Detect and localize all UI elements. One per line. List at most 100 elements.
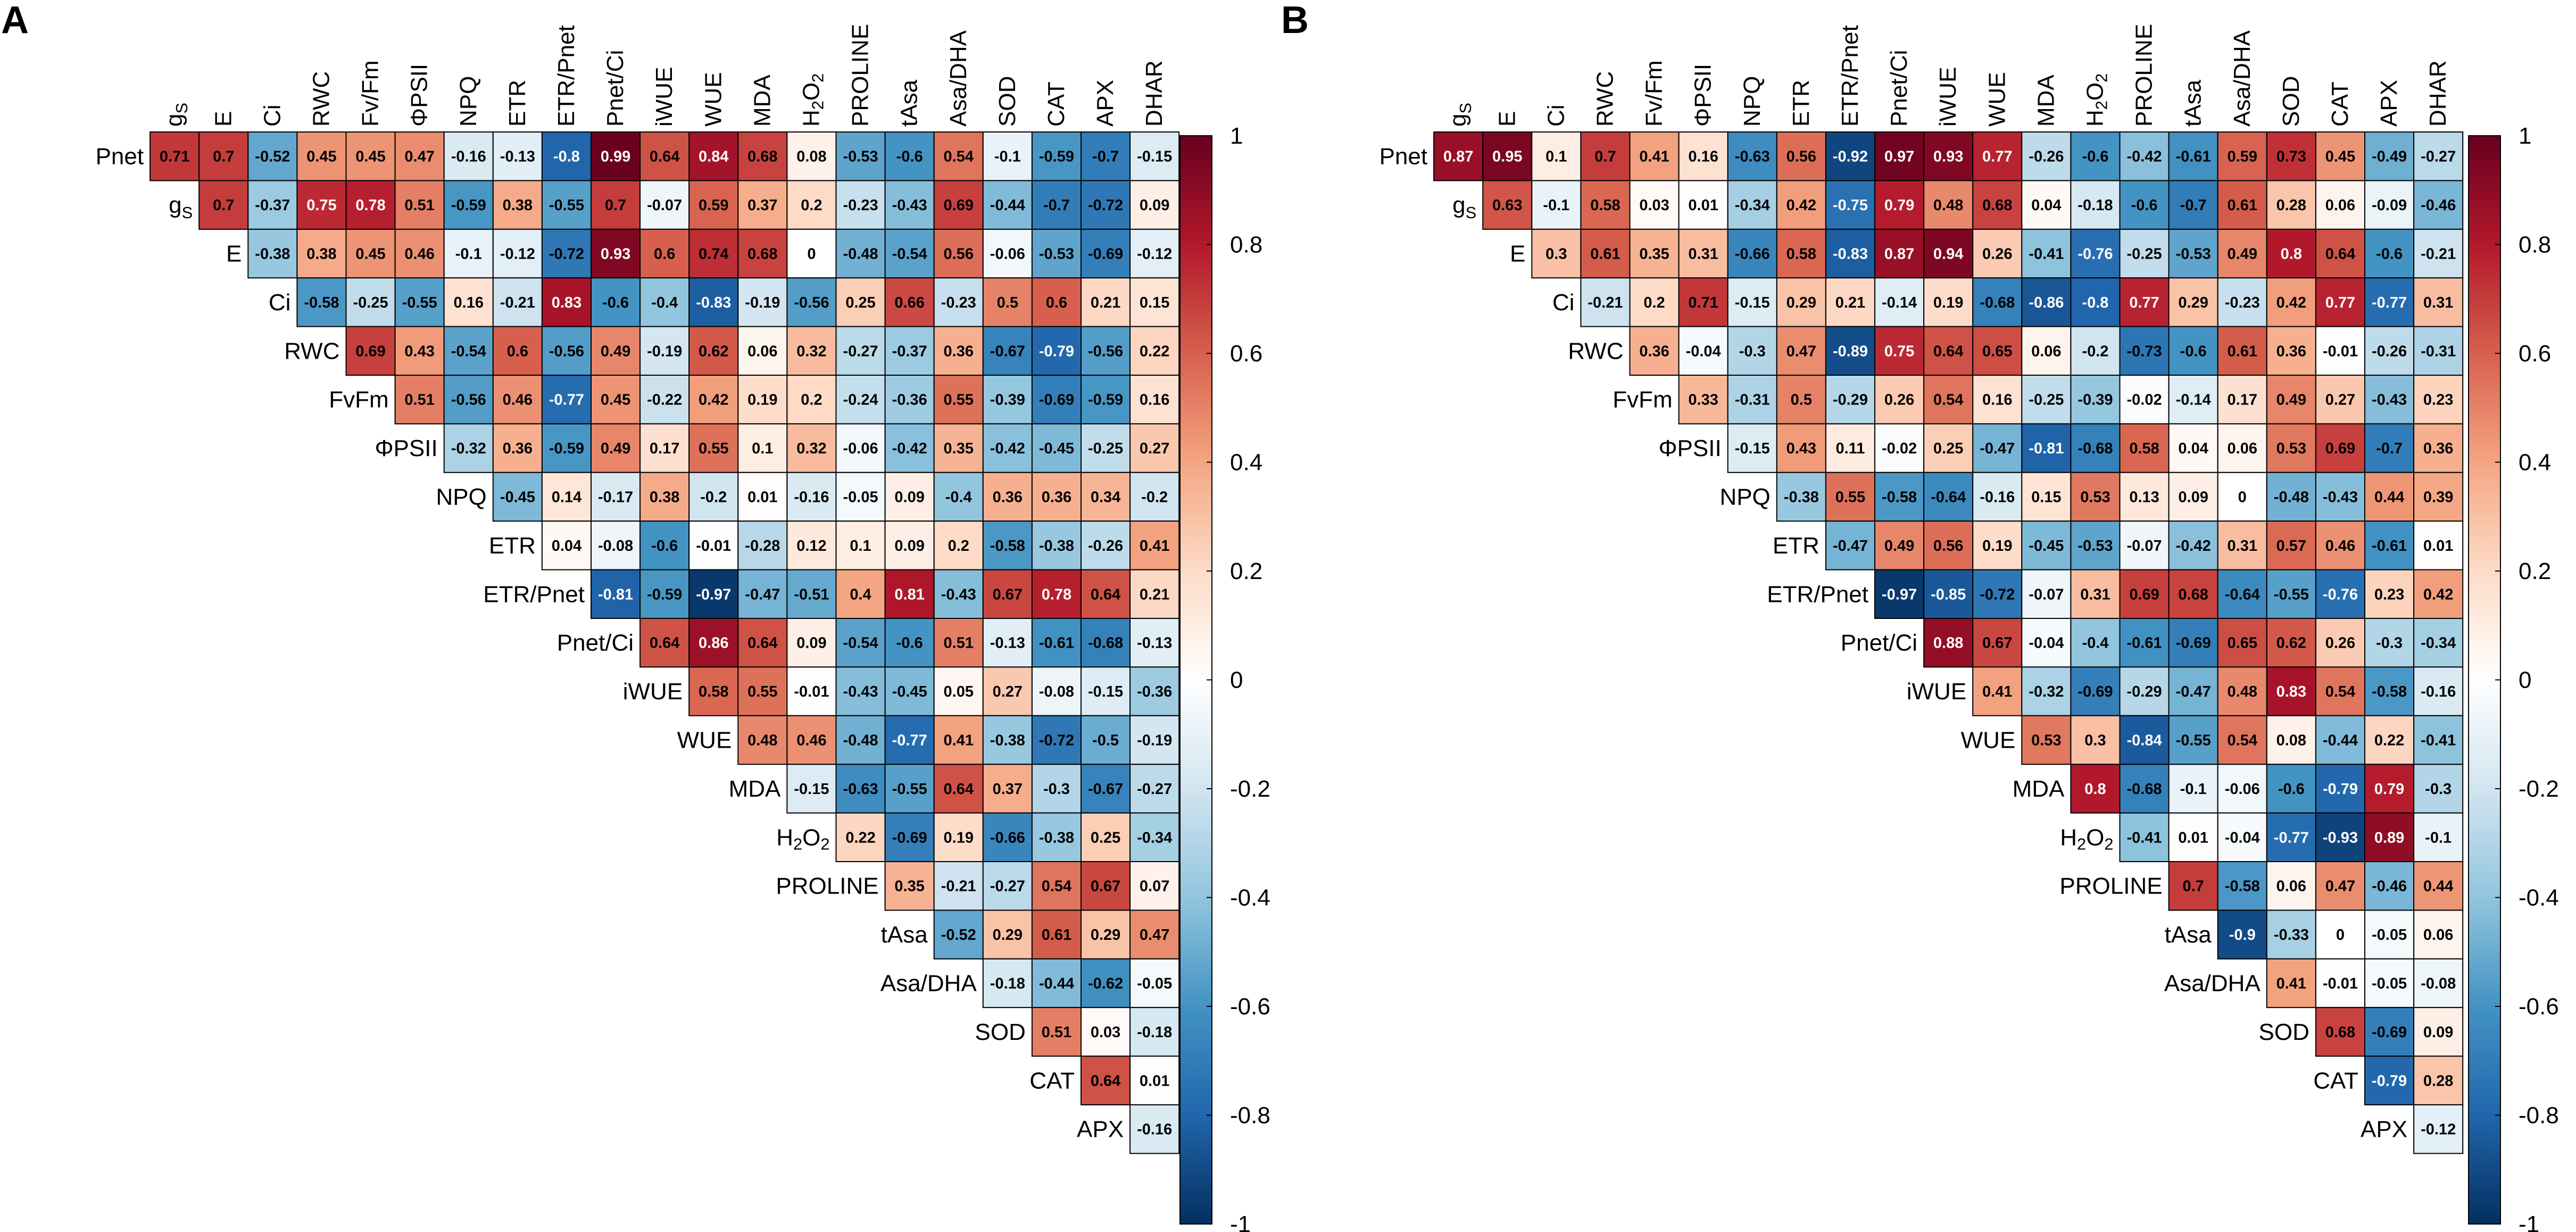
cell-value: -0.06 (2225, 781, 2260, 798)
cell-value: -0.68 (2126, 781, 2162, 798)
cell-value: -0.22 (647, 392, 682, 409)
cell-value: 0.68 (2178, 586, 2208, 603)
cell-value: -0.24 (843, 392, 878, 409)
row-label: Ci (1552, 290, 1575, 316)
cell-value: 0.64 (650, 148, 679, 166)
heatmap-cell (591, 228, 641, 279)
cell-value: 0.26 (1982, 246, 2012, 263)
cell-value: 0.54 (2325, 683, 2355, 700)
cell-value: 0.47 (2325, 878, 2355, 895)
heatmap-cell (2266, 326, 2316, 376)
cell-value: -0.68 (1980, 294, 2015, 311)
heatmap-cell (737, 277, 788, 327)
cell-value: -0.21 (941, 878, 976, 895)
cell-value: 0.77 (1982, 148, 2012, 166)
cell-value: -0.85 (1931, 586, 1966, 603)
heatmap-cell (2168, 375, 2218, 425)
heatmap-cell (1031, 715, 1082, 765)
cell-value: -0.12 (1137, 246, 1172, 263)
heatmap-cell (2217, 812, 2267, 862)
cell-value: 0.21 (1091, 294, 1120, 311)
cell-value: 0.74 (699, 246, 728, 263)
heatmap-cell (1129, 1007, 1180, 1057)
cell-value: 0.75 (1884, 343, 1914, 360)
heatmap-cell (1031, 909, 1082, 960)
cell-value: -0.46 (2421, 197, 2456, 214)
row-label: RWC (1568, 338, 1623, 364)
cell-value: -0.36 (892, 392, 927, 409)
col-label: Pnet/Ci (602, 50, 628, 127)
cell-value: -0.19 (1137, 732, 1172, 749)
heatmap-cell (737, 472, 788, 522)
row-label: Pnet/Ci (557, 630, 634, 656)
heatmap-cell (688, 666, 739, 716)
colorbar-tick-label: -0.6 (1230, 994, 1270, 1020)
cell-value: -0.15 (794, 781, 829, 798)
cell-value: -0.72 (1980, 586, 2015, 603)
row-label: SOD (975, 1019, 1026, 1045)
cell-value: 0.26 (1884, 392, 1914, 409)
cell-value: -0.47 (1980, 440, 2015, 457)
heatmap-cell (443, 277, 494, 327)
heatmap-cell (541, 326, 592, 376)
cell-value: -0.3 (2376, 635, 2403, 652)
cell-value: -0.19 (745, 294, 780, 311)
heatmap-cell (933, 520, 984, 570)
heatmap-cell (1433, 131, 1484, 181)
heatmap-cell (2413, 326, 2464, 376)
heatmap-cell (933, 228, 984, 279)
heatmap-cell (443, 228, 494, 279)
cell-value: -0.79 (1039, 343, 1074, 360)
heatmap-cell (591, 375, 641, 425)
cell-value: 0.64 (1091, 1072, 1120, 1089)
heatmap-cell (541, 472, 592, 522)
cell-value: -0.55 (549, 197, 584, 214)
heatmap-cell (1031, 1007, 1082, 1057)
cell-value: 0.49 (601, 343, 630, 360)
heatmap-cell (1081, 764, 1131, 814)
heatmap-cell (786, 228, 837, 279)
cell-value: 0.1 (850, 538, 871, 555)
colorbar-tick-label: 0 (2519, 667, 2531, 693)
cell-value: -0.44 (2323, 732, 2358, 749)
cell-value: -0.31 (2421, 343, 2456, 360)
cell-value: -0.01 (794, 683, 829, 700)
cell-value: 0.68 (747, 148, 777, 166)
heatmap-cell (1081, 1055, 1131, 1105)
heatmap-cell (591, 131, 641, 181)
heatmap-cell (2168, 861, 2218, 911)
heatmap-cell (1129, 909, 1180, 960)
heatmap-cell (1031, 472, 1082, 522)
cell-value: 0.64 (1091, 586, 1120, 603)
cell-value: -0.21 (1588, 294, 1623, 311)
col-label: Asa/DHA (945, 30, 971, 127)
colorbar-tick-label: -1 (1230, 1211, 1251, 1232)
cell-value: 0.51 (1042, 1024, 1071, 1041)
heatmap-cell (2217, 326, 2267, 376)
cell-value: -0.47 (1833, 538, 1868, 555)
heatmap-cell (639, 326, 690, 376)
cell-value: 0.89 (2374, 829, 2404, 846)
col-label: tAsa (2180, 79, 2206, 127)
row-label: E (1510, 241, 1525, 267)
cell-value: 0.65 (1982, 343, 2012, 360)
cell-value: 0.32 (796, 440, 826, 457)
cell-value: 0.43 (1786, 440, 1816, 457)
cell-value: 0.68 (2325, 1024, 2355, 1041)
cell-value: 0.22 (1140, 343, 1169, 360)
heatmap-cell (737, 715, 788, 765)
cell-value: 0.07 (1140, 878, 1169, 895)
cell-value: 0.36 (503, 440, 533, 457)
heatmap-cell (2119, 569, 2170, 619)
cell-value: 0.77 (2129, 294, 2159, 311)
cell-value: 0 (807, 246, 816, 263)
cell-value: -0.38 (1784, 489, 1819, 506)
cell-value: 0.87 (1884, 246, 1914, 263)
row-label: tAsa (2165, 922, 2212, 948)
heatmap-cell (1081, 277, 1131, 327)
cell-value: 0.19 (747, 392, 777, 409)
panel-label: B (1281, 0, 1309, 42)
heatmap-cell (1825, 423, 1875, 473)
heatmap-cell (2266, 180, 2316, 230)
heatmap-cell (2070, 228, 2121, 279)
